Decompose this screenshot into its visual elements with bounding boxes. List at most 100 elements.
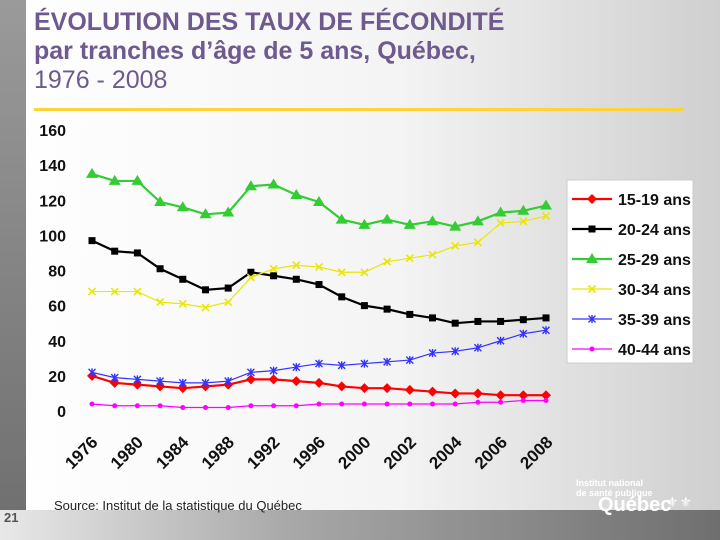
data-point <box>450 388 461 399</box>
y-tick-label: 20 <box>48 369 66 386</box>
data-point <box>224 298 233 307</box>
data-point <box>426 215 439 226</box>
data-point <box>248 403 254 409</box>
data-point <box>471 215 484 226</box>
left-decorative-band <box>0 0 26 540</box>
slide-title: ÉVOLUTION DES TAUX DE FÉCONDITÉ par tran… <box>34 8 504 95</box>
data-point <box>475 399 481 405</box>
data-point <box>519 316 527 324</box>
data-point <box>267 178 280 189</box>
x-tick-label: 1996 <box>289 433 329 473</box>
data-point <box>88 237 96 245</box>
data-point <box>542 314 550 322</box>
data-point <box>315 281 323 289</box>
data-point <box>270 272 278 280</box>
data-point <box>156 265 164 273</box>
data-point <box>542 326 550 335</box>
data-point <box>517 204 530 215</box>
data-point <box>157 403 163 409</box>
logo-line-1: Institut national <box>576 478 643 488</box>
page-number: 21 <box>4 510 19 525</box>
data-point <box>587 194 597 204</box>
data-point <box>494 206 507 217</box>
data-point <box>271 403 277 409</box>
title-line-3: 1976 - 2008 <box>34 66 168 94</box>
data-point <box>588 315 596 323</box>
y-tick-label: 100 <box>39 228 66 245</box>
inspq-logo: Institut national de santé publique Québ… <box>576 478 708 518</box>
data-point <box>586 253 598 263</box>
data-point <box>112 403 118 409</box>
data-point <box>133 375 142 384</box>
source-note: Source: Institut de la statistique du Qu… <box>54 498 302 513</box>
data-point <box>428 349 437 358</box>
data-point <box>133 287 142 296</box>
x-tick-label: 2004 <box>425 432 466 473</box>
legend-box <box>566 179 694 364</box>
data-point <box>268 374 279 385</box>
data-point <box>358 218 371 229</box>
data-point <box>246 368 255 377</box>
title-line-2: par tranches d’âge de 5 ans, Québec, <box>34 37 476 65</box>
data-point <box>176 201 189 212</box>
data-point <box>428 250 437 259</box>
data-point <box>131 174 144 185</box>
data-point <box>474 317 482 325</box>
legend-label: 20-24 ans <box>618 222 691 239</box>
data-point <box>224 377 233 386</box>
data-point <box>291 376 302 387</box>
data-point <box>314 262 324 272</box>
x-tick-label: 1980 <box>107 433 147 473</box>
data-point <box>225 404 231 410</box>
x-tick-label: 2008 <box>516 433 556 473</box>
x-tick-label: 1992 <box>243 433 283 473</box>
data-point <box>154 196 167 207</box>
data-point <box>430 401 435 407</box>
data-point <box>383 357 392 366</box>
data-point <box>89 401 95 407</box>
data-point <box>429 314 436 322</box>
data-point <box>247 268 255 276</box>
x-tick-label: 1988 <box>198 433 238 473</box>
data-point <box>359 383 370 394</box>
data-point <box>292 363 301 372</box>
data-point <box>404 384 415 395</box>
data-point <box>178 378 187 387</box>
data-point <box>451 241 460 250</box>
data-point <box>180 404 186 410</box>
series-line <box>91 329 547 384</box>
data-point <box>360 359 369 368</box>
data-point <box>519 329 528 338</box>
data-point <box>588 225 596 233</box>
data-point <box>473 238 482 247</box>
data-point <box>337 268 346 277</box>
data-point <box>337 361 346 370</box>
data-point <box>292 261 301 270</box>
data-point <box>541 211 551 221</box>
data-point <box>520 397 526 403</box>
data-point <box>86 167 98 178</box>
legend-label: 30-34 ans <box>618 282 691 299</box>
logo-line-2: de santé publique <box>576 488 653 498</box>
data-point <box>384 401 390 407</box>
data-point <box>269 366 278 375</box>
data-point <box>496 336 505 345</box>
data-point <box>589 346 595 352</box>
data-point <box>110 287 119 296</box>
data-point <box>497 317 505 325</box>
x-tick-label: 1976 <box>61 433 101 473</box>
data-point <box>110 373 119 382</box>
data-point <box>315 359 323 368</box>
data-point <box>407 401 413 407</box>
data-point <box>88 368 96 377</box>
data-point <box>405 254 414 263</box>
y-tick-label: 40 <box>48 334 66 351</box>
data-point <box>518 390 529 401</box>
data-point <box>224 284 232 292</box>
data-point <box>290 188 303 199</box>
data-point <box>335 213 348 224</box>
data-point <box>203 404 208 410</box>
data-point <box>381 213 394 224</box>
data-point <box>496 219 505 228</box>
data-point <box>338 293 346 301</box>
